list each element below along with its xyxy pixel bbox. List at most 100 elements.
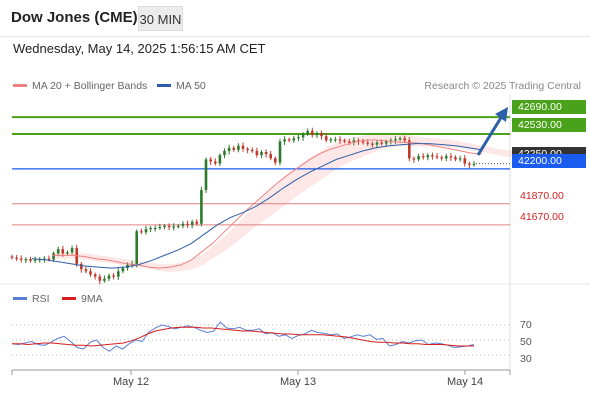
rsi-swatch (13, 296, 27, 300)
candle-body (181, 223, 185, 226)
candle-body (52, 253, 55, 260)
candle-body (33, 259, 37, 261)
candle-body (398, 138, 402, 140)
candle-body (264, 152, 268, 155)
candle-body (209, 159, 212, 162)
x-label-may14: May 14 (447, 376, 484, 388)
candle-body (315, 133, 319, 136)
candle-body (338, 139, 342, 141)
candle-body (121, 268, 125, 272)
candle-body (19, 258, 23, 260)
candle-body (348, 141, 351, 143)
timeframe-button[interactable]: 30 MIN (138, 6, 183, 31)
candle-body (84, 269, 88, 272)
candle-body (458, 158, 462, 160)
candle-body (449, 156, 453, 158)
support2-label: 41670.00 (520, 211, 564, 223)
candle-body (403, 138, 406, 141)
candle-body (412, 158, 416, 160)
candle-body (468, 163, 471, 165)
resistance1-tag: 42530.00 (512, 118, 586, 132)
candle-body (204, 159, 208, 190)
chart-datetime: Wednesday, May 14, 2025 1:56:15 AM CET (13, 41, 266, 56)
candle-body (384, 141, 388, 144)
candle-body (375, 142, 379, 145)
candle-body (435, 156, 439, 158)
rsi-tick-30: 30 (520, 353, 532, 365)
candle-body (10, 256, 14, 258)
candle-body (93, 274, 97, 277)
projection-arrowhead (495, 107, 508, 122)
ma20-legend: MA 20 + Bollinger Bands (13, 80, 147, 92)
candle-body (112, 275, 115, 277)
ma50-legend-label: MA 50 (176, 80, 206, 92)
candle-body (172, 226, 175, 228)
candle-body (421, 156, 425, 158)
candle-body (227, 147, 231, 151)
candle-body (250, 149, 254, 152)
candle-body (366, 142, 369, 144)
candle-body (103, 278, 106, 281)
rsi-ma-legend-label: 9MA (81, 293, 103, 305)
candle-body (311, 130, 314, 136)
bollinger-band (52, 133, 516, 272)
candle-body (463, 158, 467, 164)
candle-body (408, 140, 411, 159)
candle-body (232, 147, 236, 150)
candle-body (278, 141, 282, 163)
candle-body (29, 259, 32, 261)
candle-body (431, 155, 434, 157)
candle-body (158, 226, 162, 229)
support1-label: 41870.00 (520, 190, 564, 202)
candle-body (380, 142, 383, 144)
candle-body (149, 228, 152, 230)
candle-body (329, 139, 333, 141)
ma50-line (31, 143, 483, 269)
rsi-ma-line (12, 326, 474, 347)
rsi-tick-70: 70 (520, 319, 532, 331)
ma20-line (52, 139, 483, 269)
ma50-swatch (157, 83, 171, 87)
instrument-title: Dow Jones (CME) (11, 9, 138, 26)
candle-body (47, 258, 51, 260)
candle-body (454, 157, 457, 160)
rsi-tick-50: 50 (520, 336, 532, 348)
candle-body (135, 231, 138, 264)
candle-body (301, 134, 305, 138)
rsi-ma-swatch (62, 296, 76, 300)
candle-body (66, 252, 69, 254)
candle-body (320, 133, 323, 137)
candle-body (214, 161, 217, 164)
candle-body (237, 145, 240, 150)
candle-body (371, 143, 374, 145)
candle-body (426, 155, 430, 158)
ma20-swatch (13, 83, 27, 87)
candle-body (417, 156, 420, 160)
candle-body (24, 259, 28, 261)
candle-body (186, 223, 189, 225)
credit-text: Research © 2025 Trading Central (424, 80, 581, 92)
candle-body (274, 158, 277, 163)
candle-body (117, 271, 120, 277)
candle-body (343, 140, 346, 142)
candle-body (15, 257, 18, 259)
candle-body (218, 155, 222, 164)
candle-body (334, 139, 337, 141)
candle-body (241, 145, 245, 149)
candle-body (246, 148, 249, 150)
candle-body (283, 139, 286, 142)
candle-body (70, 248, 74, 253)
candle-body (61, 249, 65, 254)
candle-body (269, 154, 272, 159)
rsi-line (11, 321, 475, 352)
candle-body (255, 150, 259, 156)
candle-body (177, 225, 180, 228)
candle-body (394, 139, 397, 141)
candle-body (56, 249, 60, 254)
candle-body (287, 139, 291, 141)
candle-body (352, 140, 356, 143)
ma20-legend-label: MA 20 + Bollinger Bands (32, 80, 148, 92)
candle-body (140, 231, 143, 233)
rsi-legend-label: RSI (32, 293, 50, 305)
candle-body (153, 228, 157, 230)
